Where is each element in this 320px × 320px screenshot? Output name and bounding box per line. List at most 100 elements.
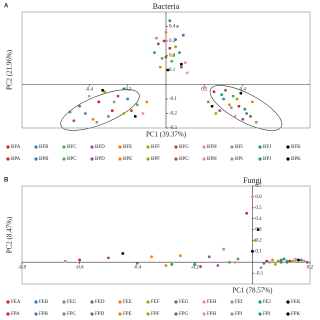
point: [254, 120, 258, 124]
point: [212, 90, 216, 94]
point: [251, 100, 254, 104]
point: [305, 260, 309, 264]
point: [135, 261, 139, 265]
legend-label: FEI: [235, 300, 243, 305]
point: [122, 87, 126, 91]
x-axis-title: PC1 (39.37%): [146, 131, 187, 139]
legend-marker: [146, 312, 150, 316]
point: [63, 259, 67, 263]
legend-label: BFF: [151, 145, 160, 150]
legend-label: FEF: [151, 300, 160, 305]
legend-marker: [62, 312, 66, 316]
y-tick-label: 0.1: [255, 249, 262, 254]
legend-label: FEH: [207, 300, 217, 305]
point: [116, 94, 120, 98]
x-tick-label: 0.2: [307, 265, 314, 270]
legend-label: BPK: [291, 157, 301, 162]
point: [68, 110, 72, 114]
point: [145, 100, 149, 104]
point: [126, 97, 129, 101]
point: [174, 38, 178, 41]
point: [222, 247, 226, 251]
point: [203, 86, 206, 89]
chart-title: Bacteria: [153, 2, 180, 11]
point: [214, 112, 218, 115]
legend-marker: [6, 312, 10, 316]
point: [185, 71, 189, 75]
point: [237, 104, 241, 108]
legend-marker: [62, 145, 66, 149]
legend-label: BFE: [123, 145, 132, 150]
point: [227, 260, 231, 264]
point: [207, 255, 211, 259]
point: [227, 103, 231, 107]
legend-label: FEB: [39, 300, 49, 305]
point: [174, 45, 178, 49]
point: [156, 42, 160, 46]
y-axis-title: PC2 (21.96%): [6, 49, 14, 90]
legend-label: FEE: [123, 300, 132, 305]
point: [155, 36, 158, 40]
x-tick-label: 0.2: [201, 88, 208, 93]
point: [206, 100, 210, 104]
point: [141, 112, 145, 115]
point: [245, 211, 249, 215]
legend-marker: [118, 157, 122, 161]
x-tick-label: -0.4: [85, 88, 93, 93]
legend-marker: [174, 145, 178, 149]
point: [220, 93, 224, 97]
cluster-ellipse: [209, 85, 283, 131]
legend-marker: [90, 145, 94, 149]
legend-label: FPI: [235, 312, 243, 317]
legend-marker: [258, 312, 262, 316]
legend-marker: [174, 157, 178, 161]
legend-label: FEC: [67, 300, 77, 305]
legend-label: BFK: [291, 145, 301, 150]
point: [133, 115, 137, 118]
legend-label: BFJ: [263, 145, 271, 150]
legend-marker: [174, 300, 178, 304]
legend-marker: [230, 312, 234, 316]
point: [97, 100, 101, 104]
y-tick-label: 0.6: [255, 195, 262, 200]
legend-label: BPE: [123, 157, 132, 162]
y-tick-label: -0.3: [169, 126, 177, 131]
point: [183, 61, 187, 65]
point: [216, 264, 220, 267]
point: [302, 259, 306, 263]
legend-label: FPK: [291, 312, 301, 317]
point: [235, 97, 239, 101]
point: [276, 259, 280, 263]
legend-marker: [6, 145, 10, 149]
point: [199, 265, 202, 268]
legend-marker: [118, 145, 122, 149]
point: [229, 106, 233, 110]
legend-label: BFC: [67, 145, 77, 150]
legend-marker: [146, 145, 150, 149]
y-tick-label: 0.1: [169, 68, 176, 73]
legend-label: BPJ: [263, 157, 271, 162]
point: [164, 264, 168, 267]
legend-marker: [118, 300, 122, 304]
point: [193, 263, 197, 266]
plot-frame: [21, 185, 311, 285]
point: [170, 59, 174, 63]
point: [95, 120, 99, 124]
y-tick-label: -0.2: [169, 112, 177, 117]
legend-marker: [258, 145, 262, 149]
legend-marker: [202, 145, 206, 149]
x-tick-label: 0.4: [240, 88, 247, 93]
legend-marker: [34, 312, 38, 316]
point: [259, 266, 263, 270]
legend-marker: [62, 157, 66, 161]
point: [233, 260, 237, 264]
legend-label: FEG: [179, 300, 189, 305]
point: [78, 104, 81, 108]
legend-marker: [6, 300, 10, 304]
point: [178, 51, 181, 54]
legend-label: BPH: [207, 157, 217, 162]
x-tick-label: -0.6: [76, 265, 84, 270]
point: [110, 109, 114, 112]
point: [245, 112, 249, 115]
point: [153, 51, 156, 54]
